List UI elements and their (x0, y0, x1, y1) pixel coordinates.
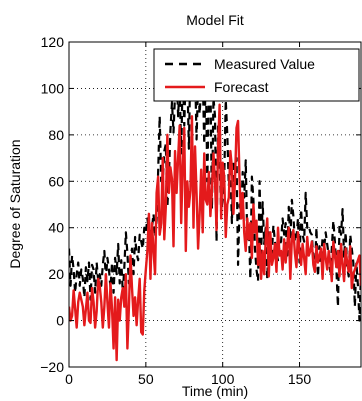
y-tick-label: 120 (41, 34, 65, 50)
x-tick-label: 150 (288, 371, 312, 387)
legend-label-forecast: Forecast (214, 79, 269, 95)
x-tick-label: 100 (211, 371, 235, 387)
chart-title: Model Fit (186, 12, 244, 28)
y-tick-label: 20 (48, 266, 64, 282)
series-layer (69, 59, 361, 362)
legend: Measured Value Forecast (153, 48, 360, 102)
x-tick-label: 0 (65, 371, 73, 387)
y-tick-label: 80 (48, 127, 64, 143)
series-line-forecast (69, 103, 361, 362)
x-tick-label: 50 (138, 371, 154, 387)
plot-frame (68, 41, 362, 368)
y-tick-label: −20 (40, 359, 64, 375)
legend-box (153, 48, 360, 102)
y-tick-label: 0 (56, 313, 64, 329)
legend-label-measured: Measured Value (214, 56, 315, 72)
y-axis-label: Degree of Saturation (7, 139, 23, 268)
y-tick-label: 60 (48, 173, 64, 189)
y-tick-label: 40 (48, 220, 64, 236)
x-axis-label: Time (min) (182, 383, 248, 399)
y-tick-label: 100 (41, 80, 65, 96)
